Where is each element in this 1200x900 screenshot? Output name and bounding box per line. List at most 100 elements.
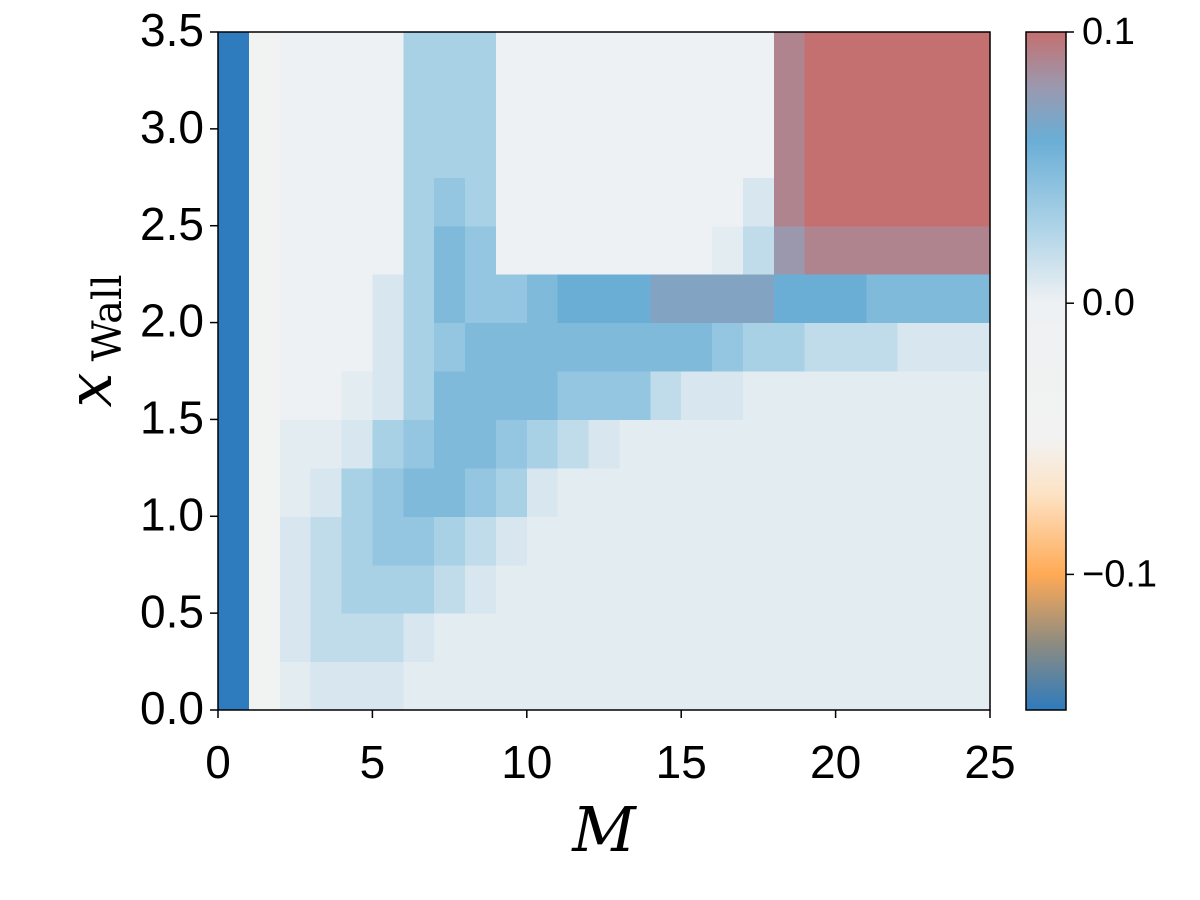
heatmap-cell [310, 80, 343, 130]
heatmap-cell [588, 419, 621, 469]
heatmap-cell [526, 128, 559, 178]
y-axis-label-subscript: Wall [85, 274, 131, 361]
heatmap-cell [804, 32, 837, 82]
heatmap-cell [804, 419, 837, 469]
heatmap-cell [959, 274, 991, 324]
heatmap-cell [773, 516, 806, 566]
heatmap-cell [495, 32, 528, 82]
heatmap-cell [218, 613, 250, 663]
heatmap-cell [495, 467, 528, 517]
y-axis-label-group: x Wall [53, 274, 131, 407]
heatmap-cell [804, 371, 837, 421]
heatmap-cell [310, 467, 343, 517]
heatmap-cell [434, 564, 466, 614]
heatmap-cell [465, 322, 497, 372]
heatmap-cell [465, 32, 497, 82]
heatmap-cell [681, 128, 713, 178]
heatmap-cell [465, 128, 497, 178]
heatmap-cell [742, 516, 775, 566]
heatmap-cell [372, 225, 404, 275]
heatmap-cell [526, 661, 559, 711]
heatmap-cell [557, 467, 590, 517]
heatmap-cell [650, 274, 682, 324]
heatmap-cell [526, 419, 559, 469]
heatmap-cell [341, 177, 373, 227]
heatmap-cell [248, 80, 281, 130]
x-tick-label: 15 [656, 736, 707, 788]
heatmap-cell [310, 371, 343, 421]
heatmap-cell [403, 274, 435, 324]
heatmap-cell [773, 613, 806, 663]
heatmap-cell [465, 177, 497, 227]
heatmap-cell [928, 225, 960, 275]
heatmap-cell [804, 128, 837, 178]
heatmap-cell [804, 661, 837, 711]
heatmap-cell [279, 371, 312, 421]
heatmap-cell [742, 274, 775, 324]
heatmap-cell [218, 661, 250, 711]
heatmap-cell [403, 516, 435, 566]
heatmap-cell [279, 177, 312, 227]
heatmap-cell [248, 322, 281, 372]
heatmap-cell [495, 613, 528, 663]
heatmap-cell [804, 80, 837, 130]
heatmap-cell [681, 32, 713, 82]
heatmap-cell [928, 80, 960, 130]
heatmap-cell [866, 80, 898, 130]
colorbar-tick-label: 0.0 [1082, 282, 1135, 324]
heatmap-cell [650, 80, 682, 130]
heatmap-cell [465, 467, 497, 517]
heatmap-cell [928, 661, 960, 711]
heatmap-cell [619, 225, 651, 275]
heatmap-cell [712, 177, 744, 227]
heatmap-cell [557, 128, 590, 178]
heatmap-cell [619, 516, 651, 566]
heatmap-cell [341, 80, 373, 130]
y-tick-label: 2.0 [140, 295, 204, 347]
y-tick-label: 1.0 [140, 488, 204, 540]
heatmap-cell [681, 371, 713, 421]
heatmap-cell [372, 322, 404, 372]
heatmap-cell [218, 564, 250, 614]
heatmap-cell [310, 128, 343, 178]
heatmap-cell [588, 661, 621, 711]
heatmap-cell [495, 564, 528, 614]
heatmap-cell [712, 661, 744, 711]
heatmap-cell [650, 322, 682, 372]
heatmap-cell [681, 467, 713, 517]
heatmap-cell [650, 177, 682, 227]
heatmap-cell [866, 516, 898, 566]
heatmap-cell [434, 128, 466, 178]
heatmap-cell [928, 274, 960, 324]
heatmap-cell [403, 225, 435, 275]
heatmap-cell [403, 419, 435, 469]
heatmap-cell [557, 516, 590, 566]
heatmap-cell [835, 564, 868, 614]
heatmap-cell [588, 32, 621, 82]
heatmap-cell [712, 128, 744, 178]
heatmap-cell [650, 661, 682, 711]
heatmap-cell [650, 613, 682, 663]
heatmap-cell [588, 516, 621, 566]
heatmap-cell [959, 661, 991, 711]
heatmap-cell [619, 322, 651, 372]
heatmap-cell [742, 128, 775, 178]
heatmap-cell [742, 564, 775, 614]
heatmap-cell [835, 661, 868, 711]
heatmap-cell [434, 177, 466, 227]
colorbar-tick-label: −0.1 [1082, 553, 1157, 595]
heatmap-cell [712, 322, 744, 372]
heatmap-cell [279, 419, 312, 469]
heatmap-cell [248, 419, 281, 469]
heatmap-cell [742, 225, 775, 275]
heatmap-cell [773, 564, 806, 614]
heatmap-cell [804, 177, 837, 227]
heatmap-cell [310, 516, 343, 566]
heatmap-cell [897, 32, 929, 82]
heatmap-cell [619, 177, 651, 227]
heatmap-cell [712, 32, 744, 82]
heatmap-cell [773, 467, 806, 517]
y-tick-label: 2.5 [140, 198, 204, 250]
heatmap-cell [804, 274, 837, 324]
heatmap-cell [804, 613, 837, 663]
